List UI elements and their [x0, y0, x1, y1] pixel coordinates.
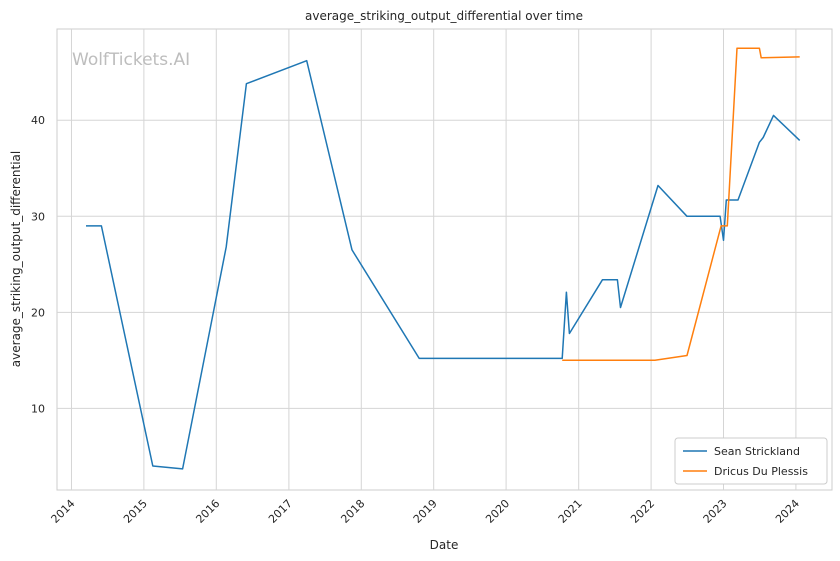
- watermark-text: WolfTickets.AI: [72, 50, 190, 70]
- x-axis-title: Date: [430, 538, 459, 552]
- series-line-sean-strickland: [86, 59, 801, 470]
- plot-area: [56, 28, 833, 491]
- x-tick-label: 2022: [628, 497, 657, 526]
- x-tick-label: 2017: [266, 497, 295, 526]
- series-line-dricus-du-plessis: [562, 47, 800, 362]
- y-tick-label: 40: [31, 114, 45, 127]
- x-tick-label: 2014: [49, 497, 78, 526]
- x-tick-label: 2018: [338, 497, 367, 526]
- y-tick-label: 30: [31, 210, 45, 223]
- x-tick-label: 2015: [121, 497, 150, 526]
- y-tick-label: 20: [31, 306, 45, 319]
- legend: Sean Strickland Dricus Du Plessis: [674, 437, 828, 485]
- legend-box: [674, 437, 828, 485]
- series-lines: [86, 47, 801, 470]
- legend-label-sean-strickland: Sean Strickland: [714, 445, 800, 458]
- x-tick-label: 2024: [773, 497, 802, 526]
- x-tick-label: 2016: [193, 497, 222, 526]
- y-axis-title: average_striking_output_differential: [9, 151, 23, 367]
- x-tick-label: 2023: [701, 497, 730, 526]
- x-tick-label: 2021: [556, 497, 585, 526]
- y-tick-label: 10: [31, 402, 45, 415]
- x-tick-label: 2020: [483, 497, 512, 526]
- chart-title: average_striking_output_differential ove…: [305, 9, 583, 23]
- x-tick-label: 2019: [411, 497, 440, 526]
- legend-label-dricus-du-plessis: Dricus Du Plessis: [714, 465, 808, 478]
